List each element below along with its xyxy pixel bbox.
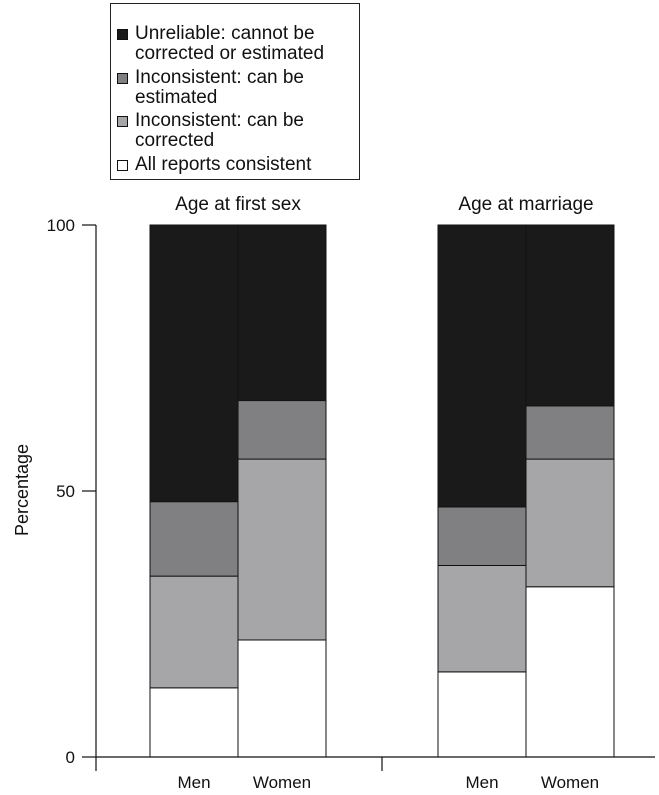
legend-label-estimated: Inconsistent: can be estimated (135, 67, 304, 108)
legend-swatch-unreliable (117, 29, 128, 40)
bar-segment-first-sex-men-unreliable (149, 224, 239, 503)
legend-swatch-consistent (117, 160, 128, 171)
x-category-label-marriage-men: Men (465, 773, 498, 792)
x-category-label-first-sex-men: Men (177, 773, 210, 792)
bar-segment-marriage-men-estimated (437, 506, 527, 566)
legend-label-consistent: All reports consistent (135, 154, 312, 175)
bar-segment-marriage-women-unreliable (525, 224, 615, 407)
bar-segment-first-sex-women-unreliable (237, 224, 327, 402)
x-category-label-first-sex-women: Women (253, 773, 311, 792)
bar-segment-marriage-women-estimated (525, 405, 615, 460)
bar-segment-marriage-women-consistent (525, 586, 615, 758)
bar-segment-marriage-men-corrected (437, 564, 527, 673)
y-axis-label: Percentage (12, 444, 32, 536)
bar-segment-first-sex-men-consistent (149, 687, 239, 758)
bar-segment-first-sex-women-corrected (237, 458, 327, 641)
bar-segment-marriage-women-corrected (525, 458, 615, 588)
bar-segment-first-sex-men-estimated (149, 501, 239, 577)
legend-swatch-estimated (117, 73, 128, 84)
x-category-label-marriage-women: Women (541, 773, 599, 792)
bar-segment-marriage-men-unreliable (437, 224, 527, 508)
bar-segment-first-sex-women-consistent (237, 639, 327, 758)
y-tick-label-0: 0 (66, 748, 75, 767)
chart-legend: Unreliable: cannot be corrected or estim… (110, 3, 360, 180)
bar-segment-first-sex-men-corrected (149, 575, 239, 689)
legend-label-corrected: Inconsistent: can be corrected (135, 110, 304, 151)
group-title-marriage: Age at marriage (458, 194, 593, 215)
y-tick-label-100: 100 (47, 216, 75, 235)
legend-label-unreliable: Unreliable: cannot be corrected or estim… (135, 23, 325, 64)
legend-swatch-corrected (117, 116, 128, 127)
group-title-first-sex: Age at first sex (175, 194, 301, 215)
bar-segment-first-sex-women-estimated (237, 400, 327, 460)
y-tick-label-50: 50 (56, 482, 75, 501)
bar-segment-marriage-men-consistent (437, 671, 527, 758)
